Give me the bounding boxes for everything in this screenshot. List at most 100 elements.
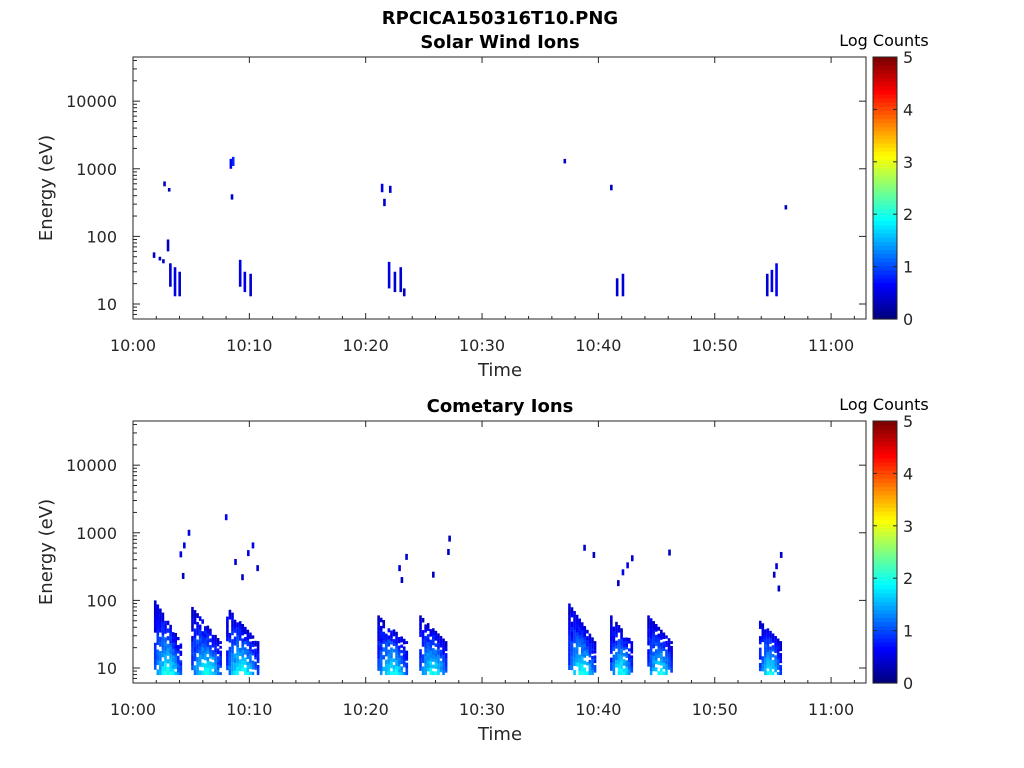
heatmap-cell <box>243 637 247 641</box>
heatmap-cell <box>402 288 406 297</box>
heatmap-cell <box>214 663 217 667</box>
heatmap-cell <box>254 640 257 644</box>
heatmap-cell <box>246 671 250 676</box>
heatmap-cell <box>442 669 445 673</box>
heatmap-cell <box>444 657 448 661</box>
heatmap-cell <box>442 651 445 655</box>
heatmap-cell <box>214 651 217 656</box>
heatmap-cell <box>432 651 435 656</box>
heatmap-cell <box>429 660 433 665</box>
heatmap-cell <box>625 643 628 647</box>
heatmap-cell <box>243 640 247 645</box>
heatmap-cell <box>196 613 199 619</box>
heatmap-cell <box>176 655 180 659</box>
heatmap-cell <box>256 643 260 647</box>
heatmap-cell <box>578 642 581 648</box>
heatmap-cell <box>382 639 386 644</box>
heatmap-cell <box>392 639 396 643</box>
heatmap-cell <box>444 669 448 673</box>
heatmap-cell <box>176 645 180 649</box>
heatmap-cell <box>570 626 574 632</box>
heatmap-cell <box>238 666 242 672</box>
heatmap-cell <box>387 638 391 644</box>
heatmap-cell <box>421 634 425 639</box>
heatmap-cell <box>764 667 767 672</box>
heatmap-cell <box>156 604 160 610</box>
heatmap-cell <box>395 640 398 645</box>
heatmap-cell <box>654 623 658 629</box>
heatmap-cell <box>198 670 202 676</box>
heatmap-cell <box>179 664 183 668</box>
heatmap-cell <box>383 198 386 207</box>
heatmap-cell <box>570 607 574 613</box>
heatmap-cell <box>196 661 199 667</box>
heatmap-cell <box>193 669 197 676</box>
heatmap-cell <box>419 653 422 659</box>
colorbar-tick-label: 4 <box>903 464 913 483</box>
heatmap-cell <box>191 640 194 647</box>
heatmap-cell <box>610 661 613 667</box>
heatmap-cell <box>442 666 445 670</box>
heatmap-cell <box>657 654 661 659</box>
heatmap-cell <box>382 623 386 629</box>
heatmap-cell <box>390 633 393 638</box>
heatmap-cell <box>249 641 252 646</box>
heatmap-cell <box>630 669 634 673</box>
heatmap-cell <box>379 629 383 635</box>
heatmap-cell <box>444 648 448 652</box>
heatmap-cell <box>432 658 435 662</box>
heatmap-cell <box>179 643 183 647</box>
heatmap-cell <box>171 658 175 663</box>
heatmap-cell <box>201 643 205 648</box>
heatmap-cell <box>660 658 663 663</box>
heatmap-cell <box>179 645 183 649</box>
heatmap-cell <box>166 239 170 252</box>
heatmap-cell <box>615 659 618 664</box>
heatmap-cell <box>617 628 621 633</box>
heatmap-cell <box>397 654 401 658</box>
heatmap-cell <box>665 668 668 673</box>
heatmap-cell <box>568 649 571 655</box>
heatmap-cell <box>161 639 165 645</box>
heatmap-cell <box>193 619 197 625</box>
heatmap-cell <box>429 657 433 662</box>
heatmap-cell <box>193 633 197 639</box>
heatmap-cell <box>392 629 396 634</box>
heatmap-cell <box>228 656 232 662</box>
heatmap-cell <box>588 645 592 649</box>
heatmap-cell <box>169 649 172 654</box>
heatmap-cell <box>617 639 621 644</box>
heatmap-cell <box>228 614 232 620</box>
heatmap-cell <box>159 613 162 619</box>
heatmap-cell <box>216 656 220 660</box>
heatmap-cell <box>219 660 222 664</box>
heatmap-cell <box>214 646 217 650</box>
heatmap-cell <box>187 529 191 536</box>
heatmap-cell <box>231 652 234 658</box>
heatmap-cell <box>647 636 650 642</box>
heatmap-cell <box>169 656 172 661</box>
heatmap-cell <box>649 670 653 676</box>
heatmap-cell <box>161 621 165 627</box>
heatmap-cell <box>660 668 663 672</box>
heatmap-cell <box>169 660 172 665</box>
heatmap-cell <box>377 644 380 650</box>
heatmap-cell <box>231 648 234 653</box>
heatmap-cell <box>236 658 239 664</box>
heatmap-cell <box>385 663 388 668</box>
heatmap-cell <box>575 623 579 629</box>
heatmap-cell <box>400 669 403 673</box>
heatmap-cell <box>419 649 422 654</box>
heatmap-cell <box>766 641 770 646</box>
heatmap-cell <box>647 661 650 667</box>
heatmap-cell <box>660 642 663 647</box>
heatmap-cell <box>233 640 237 646</box>
heatmap-cell <box>198 657 202 663</box>
heatmap-cell <box>226 621 229 627</box>
heatmap-cell <box>670 641 673 644</box>
heatmap-cell <box>228 646 232 652</box>
heatmap-cell <box>758 620 762 626</box>
heatmap-cell <box>159 627 162 633</box>
heatmap-cell <box>437 648 440 652</box>
heatmap-cell <box>620 631 623 636</box>
